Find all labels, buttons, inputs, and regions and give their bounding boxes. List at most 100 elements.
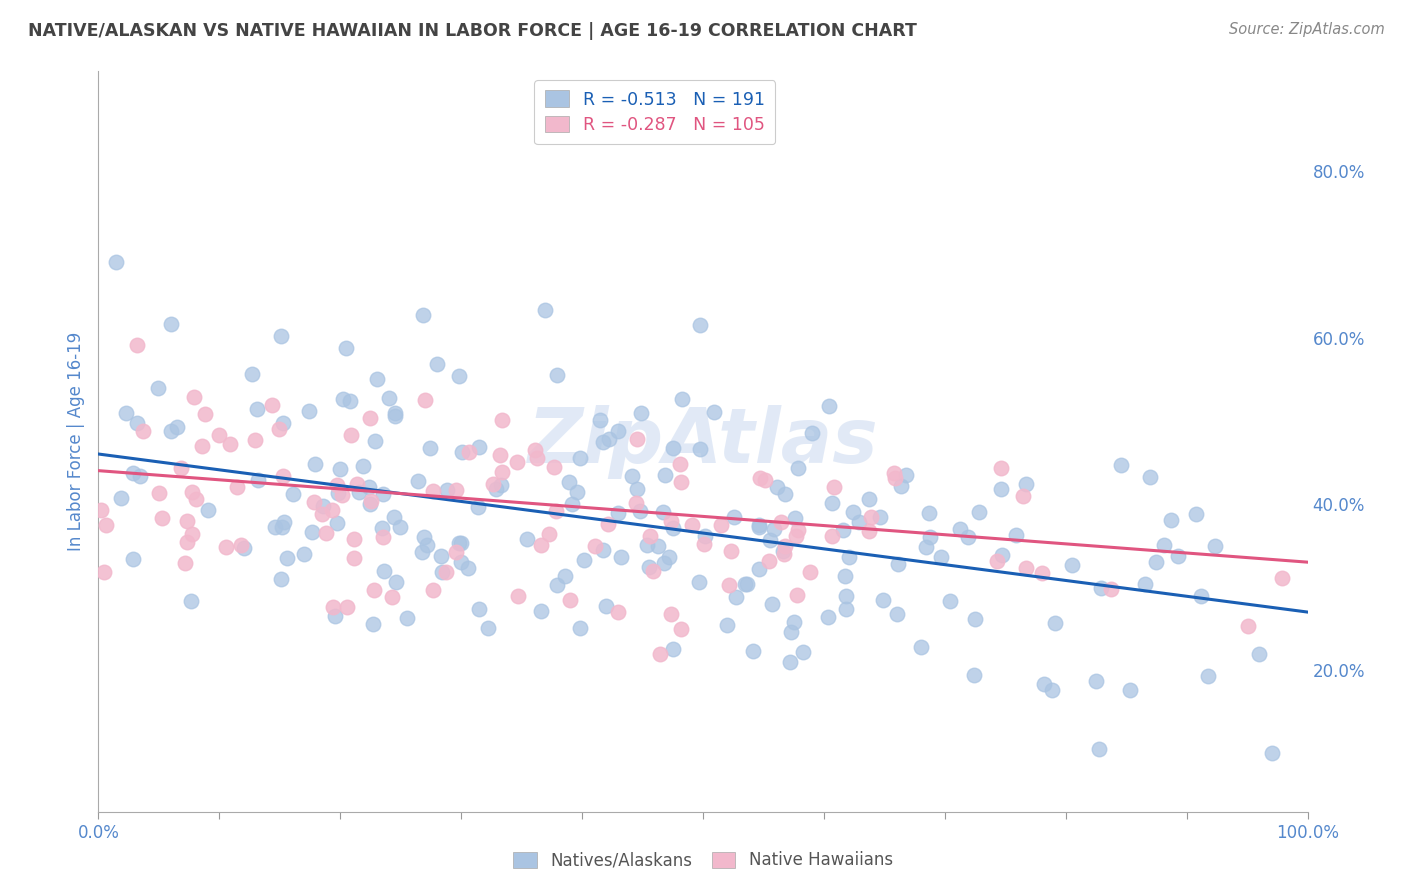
Point [231,538,253,552]
Point [328,486,350,500]
Point [779,655,801,669]
Point [720,544,742,558]
Point [378,391,401,405]
Point [1031,566,1053,581]
Point [595,599,617,613]
Point [271,520,294,534]
Point [176,535,198,549]
Point [302,495,325,509]
Point [754,473,776,487]
Point [661,641,683,656]
Point [598,433,620,447]
Point [451,445,474,459]
Point [1260,746,1282,760]
Point [963,668,986,682]
Point [821,496,844,510]
Point [735,577,758,591]
Point [725,590,748,604]
Point [759,533,782,547]
Legend: Natives/Alaskans, Native Hawaiians: Natives/Alaskans, Native Hawaiians [503,841,903,880]
Point [1167,549,1189,564]
Point [482,476,505,491]
Point [890,479,912,493]
Point [1189,589,1212,603]
Point [467,500,489,514]
Point [269,422,291,436]
Point [638,560,661,574]
Point [748,520,770,534]
Point [801,425,824,440]
Point [990,460,1012,475]
Point [468,441,491,455]
Point [884,471,907,485]
Point [152,511,174,525]
Point [388,519,411,533]
Point [468,602,491,616]
Point [148,486,170,500]
Point [1197,669,1219,683]
Point [226,480,249,494]
Point [366,372,388,386]
Point [516,532,538,546]
Point [761,597,783,611]
Point [710,517,733,532]
Point [343,532,366,546]
Point [1160,513,1182,527]
Point [273,515,295,529]
Point [304,457,326,471]
Point [654,556,676,570]
Point [373,487,395,501]
Point [648,647,671,661]
Point [772,547,794,561]
Point [371,521,394,535]
Point [918,530,941,544]
Point [1153,538,1175,552]
Point [1119,683,1142,698]
Point [246,401,269,416]
Point [1099,582,1122,597]
Point [859,510,882,524]
Point [858,524,880,539]
Point [626,496,648,510]
Point [406,474,429,488]
Point [626,432,648,446]
Point [986,554,1008,568]
Point [1133,577,1156,591]
Point [832,523,855,537]
Point [772,544,794,558]
Point [717,577,740,591]
Point [321,503,343,517]
Point [1088,742,1111,756]
Point [758,554,780,568]
Point [939,593,962,607]
Point [335,341,357,355]
Point [449,369,471,384]
Point [363,582,385,597]
Point [1040,683,1063,698]
Point [841,505,863,519]
Point [894,468,917,483]
Point [1084,673,1107,688]
Point [359,410,381,425]
Point [93,565,115,579]
Point [748,562,770,576]
Point [371,530,394,544]
Point [450,536,472,550]
Text: Source: ZipAtlas.com: Source: ZipAtlas.com [1229,22,1385,37]
Point [489,478,512,492]
Point [773,487,796,501]
Point [1249,647,1271,661]
Point [654,467,676,482]
Point [583,539,606,553]
Point [641,564,664,578]
Point [197,502,219,516]
Point [343,551,366,566]
Point [1090,581,1112,595]
Point [180,594,202,608]
Point [340,428,363,442]
Point [1185,507,1208,521]
Point [426,357,449,371]
Point [332,392,354,406]
Point [301,525,323,540]
Point [568,621,591,635]
